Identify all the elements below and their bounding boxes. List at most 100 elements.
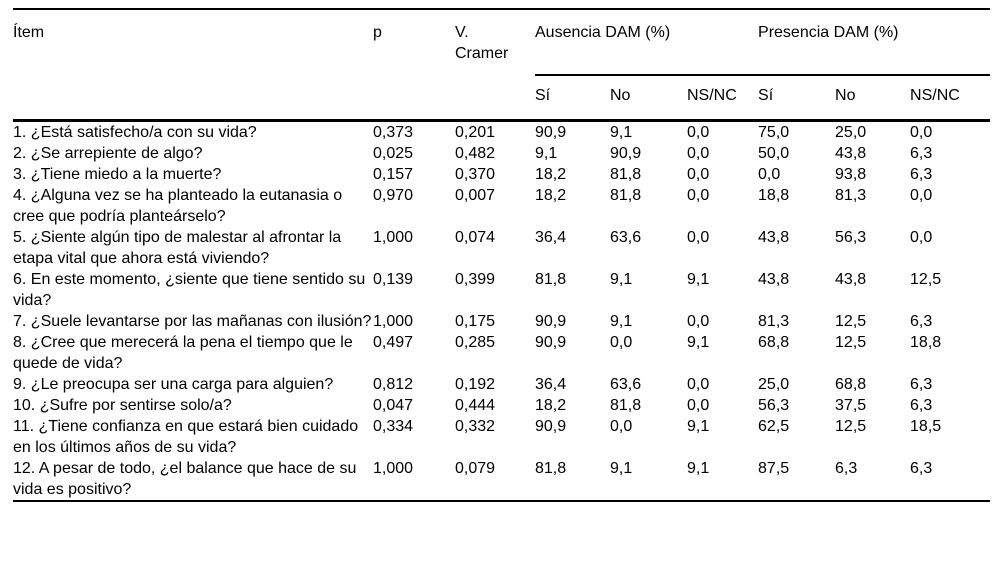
item-cell: 11. ¿Tiene confianza en que estará bien … [13,418,359,456]
ausencia-si-cell: 18,2 [535,397,567,414]
ausencia-nsnc-cell: 0,0 [687,166,710,183]
presencia-si-cell: 68,8 [758,334,790,351]
table-row: 8. ¿Cree que merecerá la pena el tiempo … [13,332,990,374]
v-cramer-cell: 0,399 [455,271,496,288]
ausencia-si-cell: 18,2 [535,166,567,183]
item-cell: 10. ¿Sufre por sentirse solo/a? [13,397,232,414]
presencia-nsnc-cell: 0,0 [910,187,933,204]
column-header-v-cramer: V. Cramer [455,9,535,121]
presencia-nsnc-cell: 6,3 [910,166,933,183]
ausencia-si-cell: 9,1 [535,145,558,162]
v-cramer-cell: 0,074 [455,229,496,246]
presencia-no-cell: 12,5 [835,334,867,351]
v-cramer-cell: 0,007 [455,187,496,204]
item-cell: 5. ¿Siente algún tipo de malestar al afr… [13,229,342,267]
p-cell: 0,157 [373,166,414,183]
presencia-nsnc-cell: 6,3 [910,460,933,477]
v-cramer-cell: 0,201 [455,124,496,141]
presencia-no-cell: 12,5 [835,313,867,330]
item-cell: 6. En este momento, ¿siente que tiene se… [13,271,366,309]
table-row: 10. ¿Sufre por sentirse solo/a? 0,047 0,… [13,395,990,416]
table-row: 9. ¿Le preocupa ser una carga para algui… [13,374,990,395]
presencia-nsnc-cell: 12,5 [910,271,942,288]
ausencia-si-cell: 90,9 [535,124,567,141]
presencia-si-cell: 25,0 [758,376,790,393]
presencia-si-cell: 50,0 [758,145,790,162]
v-cramer-cell: 0,444 [455,397,496,414]
table-header: Ítem p V. Cramer Ausencia DAM (%) Presen… [13,9,991,121]
p-cell: 1,000 [373,229,414,246]
table-row: 12. A pesar de todo, ¿el balance que hac… [13,458,990,501]
ausencia-nsnc-cell: 0,0 [687,376,710,393]
table-row: 4. ¿Alguna vez se ha planteado la eutana… [13,185,990,227]
header-group-row: Ítem p V. Cramer Ausencia DAM (%) Presen… [13,9,991,76]
column-group-ausencia-dam: Ausencia DAM (%) [535,9,759,76]
subheader-ausencia-si: Sí [535,87,551,104]
item-cell: 8. ¿Cree que merecerá la pena el tiempo … [13,334,353,372]
header-sub-row: Sí No NS/NC Sí No NS/NC [13,75,990,121]
column-header-item: Ítem [13,24,45,41]
presencia-nsnc-cell: 6,3 [910,145,933,162]
presencia-no-cell: 37,5 [835,397,867,414]
item-cell: 1. ¿Está satisfecho/a con su vida? [13,124,257,141]
presencia-si-cell: 87,5 [758,460,790,477]
p-cell: 0,025 [373,145,414,162]
presencia-no-cell: 81,3 [835,187,867,204]
p-cell: 0,497 [373,334,414,351]
item-cell: 4. ¿Alguna vez se ha planteado la eutana… [13,187,343,225]
ausencia-no-cell: 81,8 [610,166,642,183]
presencia-no-cell: 43,8 [835,145,867,162]
ausencia-no-cell: 9,1 [610,124,633,141]
table-row: 11. ¿Tiene confianza en que estará bien … [13,416,990,458]
ausencia-nsnc-cell: 0,0 [687,313,710,330]
presencia-si-cell: 43,8 [758,229,790,246]
presencia-no-cell: 6,3 [835,460,858,477]
ausencia-no-cell: 9,1 [610,460,633,477]
ausencia-si-cell: 81,8 [535,271,567,288]
v-cramer-cell: 0,079 [455,460,496,477]
presencia-si-cell: 62,5 [758,418,790,435]
v-cramer-cell: 0,285 [455,334,496,351]
presencia-si-cell: 43,8 [758,271,790,288]
presencia-no-cell: 93,8 [835,166,867,183]
ausencia-no-cell: 9,1 [610,313,633,330]
ausencia-no-cell: 63,6 [610,229,642,246]
column-header-p: p [373,24,382,41]
presencia-si-cell: 75,0 [758,124,790,141]
item-cell: 2. ¿Se arrepiente de algo? [13,145,203,162]
ausencia-si-cell: 90,9 [535,313,567,330]
ausencia-nsnc-cell: 9,1 [687,460,710,477]
ausencia-no-cell: 0,0 [610,334,633,351]
table-row: 7. ¿Suele levantarse por las mañanas con… [13,311,990,332]
subheader-presencia-nsnc: NS/NC [910,87,960,104]
stats-table: Ítem p V. Cramer Ausencia DAM (%) Presen… [13,8,991,502]
table-row: 2. ¿Se arrepiente de algo? 0,025 0,482 9… [13,143,990,164]
ausencia-no-cell: 63,6 [610,376,642,393]
ausencia-si-cell: 18,2 [535,187,567,204]
column-group-presencia-dam: Presencia DAM (%) [758,9,991,76]
v-cramer-cell: 0,482 [455,145,496,162]
presencia-si-cell: 0,0 [758,166,781,183]
ausencia-no-cell: 9,1 [610,271,633,288]
ausencia-si-cell: 90,9 [535,334,567,351]
presencia-si-cell: 81,3 [758,313,790,330]
p-cell: 0,047 [373,397,414,414]
presencia-no-cell: 68,8 [835,376,867,393]
subheader-presencia-no: No [835,87,856,104]
p-cell: 0,970 [373,187,414,204]
p-cell: 1,000 [373,460,414,477]
p-cell: 0,373 [373,124,414,141]
p-cell: 0,139 [373,271,414,288]
p-cell: 0,812 [373,376,414,393]
p-cell: 0,334 [373,418,414,435]
table-row: 3. ¿Tiene miedo a la muerte? 0,157 0,370… [13,164,990,185]
presencia-no-cell: 25,0 [835,124,867,141]
subheader-presencia-si: Sí [758,87,774,104]
ausencia-nsnc-cell: 0,0 [687,229,710,246]
presencia-si-cell: 56,3 [758,397,790,414]
v-cramer-cell: 0,332 [455,418,496,435]
ausencia-no-cell: 90,9 [610,145,642,162]
item-cell: 9. ¿Le preocupa ser una carga para algui… [13,376,334,393]
subheader-ausencia-no: No [610,87,631,104]
